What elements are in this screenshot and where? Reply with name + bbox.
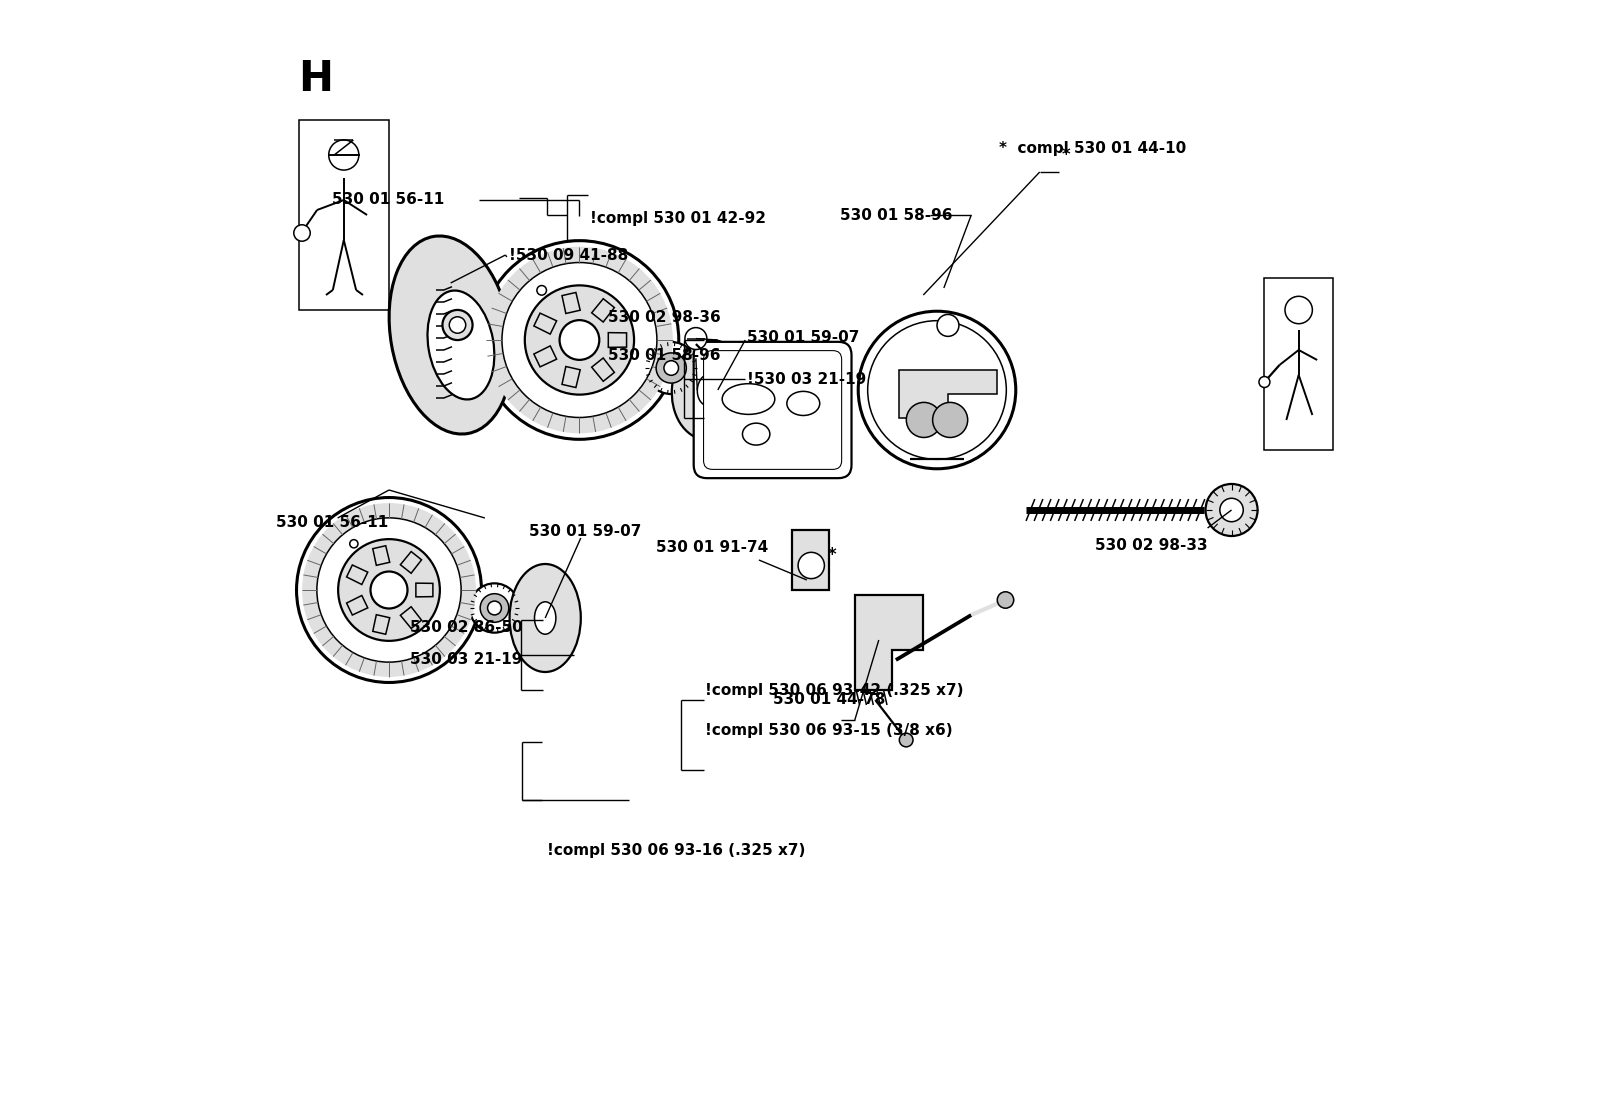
Ellipse shape (698, 374, 722, 407)
Text: 530 01 58-96: 530 01 58-96 (840, 207, 952, 222)
Polygon shape (416, 583, 434, 597)
Circle shape (450, 317, 466, 333)
Polygon shape (534, 346, 557, 367)
FancyBboxPatch shape (299, 119, 389, 310)
Circle shape (371, 571, 408, 608)
Text: 530 03 21-19: 530 03 21-19 (410, 652, 522, 667)
Polygon shape (562, 293, 581, 313)
Text: 530 01 56-11: 530 01 56-11 (275, 514, 389, 529)
Circle shape (997, 592, 1014, 608)
Circle shape (656, 353, 686, 384)
Circle shape (443, 310, 472, 340)
Polygon shape (608, 332, 627, 347)
Ellipse shape (672, 340, 747, 439)
Circle shape (1205, 484, 1258, 536)
Polygon shape (400, 551, 421, 573)
Text: !compl 530 06 93-42 (.325 x7): !compl 530 06 93-42 (.325 x7) (706, 683, 963, 697)
Circle shape (933, 402, 968, 437)
FancyBboxPatch shape (694, 342, 851, 478)
Circle shape (560, 320, 600, 359)
Circle shape (685, 328, 707, 350)
Text: 530 01 59-07: 530 01 59-07 (528, 525, 642, 539)
Text: !530 03 21-19: !530 03 21-19 (747, 372, 866, 387)
FancyBboxPatch shape (704, 351, 842, 469)
Circle shape (480, 594, 509, 623)
Circle shape (798, 552, 824, 579)
Polygon shape (792, 530, 829, 590)
Text: !compl 530 06 93-15 (3/8 x6): !compl 530 06 93-15 (3/8 x6) (706, 722, 954, 738)
Text: 530 01 58-96: 530 01 58-96 (608, 347, 720, 363)
Text: 530 01 56-11: 530 01 56-11 (331, 193, 443, 207)
Circle shape (525, 285, 634, 395)
Text: *: * (1062, 146, 1070, 164)
Text: 530 01 59-07: 530 01 59-07 (747, 331, 859, 345)
Polygon shape (347, 564, 368, 584)
Polygon shape (400, 607, 421, 628)
Text: 530 01 44-78: 530 01 44-78 (773, 693, 885, 708)
Text: 530 02 98-33: 530 02 98-33 (1094, 537, 1206, 552)
Text: !530 09 41-88: !530 09 41-88 (509, 248, 629, 263)
Circle shape (858, 311, 1016, 469)
Circle shape (470, 583, 518, 632)
Circle shape (906, 402, 941, 437)
Polygon shape (854, 595, 923, 690)
Circle shape (296, 498, 482, 683)
Polygon shape (592, 299, 614, 322)
Text: H: H (299, 58, 333, 100)
Polygon shape (373, 546, 390, 566)
Circle shape (328, 140, 358, 170)
Circle shape (938, 315, 958, 336)
Circle shape (488, 601, 501, 615)
Circle shape (302, 503, 475, 677)
Circle shape (899, 733, 914, 746)
Circle shape (645, 342, 698, 395)
Circle shape (294, 225, 310, 241)
Circle shape (1259, 377, 1270, 388)
Circle shape (317, 518, 461, 662)
Circle shape (480, 241, 678, 439)
Text: *  compl 530 01 44-10: * compl 530 01 44-10 (998, 140, 1186, 156)
Circle shape (486, 247, 672, 433)
Text: *: * (827, 546, 837, 564)
Circle shape (350, 539, 358, 548)
Circle shape (502, 263, 658, 418)
Circle shape (338, 539, 440, 641)
Circle shape (1285, 296, 1312, 323)
Text: 530 02 98-36: 530 02 98-36 (608, 310, 722, 326)
Text: 530 01 91-74: 530 01 91-74 (656, 540, 768, 556)
Text: !compl 530 06 93-16 (.325 x7): !compl 530 06 93-16 (.325 x7) (547, 843, 805, 857)
Polygon shape (592, 358, 614, 381)
Circle shape (1219, 499, 1243, 522)
Text: 530 02 86-50: 530 02 86-50 (410, 620, 522, 636)
Polygon shape (562, 366, 581, 388)
FancyBboxPatch shape (1264, 278, 1333, 450)
Circle shape (664, 361, 678, 375)
Polygon shape (899, 370, 997, 418)
Ellipse shape (427, 290, 494, 399)
Circle shape (538, 286, 547, 295)
Polygon shape (534, 313, 557, 334)
Ellipse shape (509, 564, 581, 672)
Polygon shape (347, 595, 368, 615)
Polygon shape (373, 615, 390, 635)
Ellipse shape (534, 602, 555, 635)
Ellipse shape (389, 236, 512, 434)
Text: !compl 530 01 42-92: !compl 530 01 42-92 (590, 210, 766, 226)
